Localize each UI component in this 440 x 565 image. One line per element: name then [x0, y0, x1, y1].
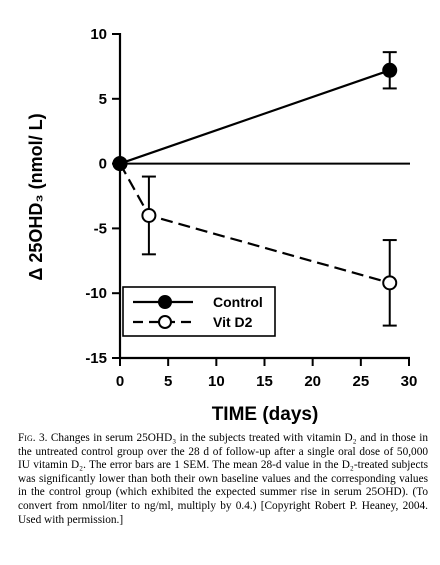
data-point: [112, 156, 128, 172]
data-point: [141, 207, 157, 223]
series-markers: [112, 156, 398, 291]
series-line: [119, 163, 391, 284]
legend-marker: [158, 295, 172, 309]
x-tick-label: 15: [256, 373, 273, 390]
y-tick-label: -10: [85, 285, 107, 302]
figure-caption: Fig. 3. Changes in serum 25OHD₃ in the s…: [18, 432, 428, 527]
x-axis-ticks: 0 5 10 15 20 25 30: [116, 358, 418, 390]
series-line: [119, 69, 391, 165]
y-tick-label: 10: [90, 26, 107, 43]
x-tick-label: 20: [304, 373, 321, 390]
x-axis-title: TIME (days): [212, 404, 319, 425]
series-layer: [112, 51, 398, 327]
x-tick-label: 25: [352, 373, 369, 390]
data-point: [382, 62, 398, 78]
legend-box: [122, 286, 276, 337]
y-tick-label: -5: [94, 220, 107, 237]
legend: Control Vit D2: [122, 286, 276, 337]
y-axis-title: Δ 25OHD₃ (nmol/ L): [26, 113, 46, 280]
series-control: [119, 51, 397, 165]
x-tick-label: 0: [116, 373, 124, 390]
legend-label: Vit D2: [213, 314, 253, 330]
y-tick-label: 0: [99, 156, 107, 173]
data-point: [382, 275, 398, 291]
y-tick-label: 5: [99, 91, 107, 108]
series-markers: [112, 62, 398, 172]
x-tick-label: 30: [401, 373, 418, 390]
x-tick-label: 5: [164, 373, 172, 390]
axes: [118, 33, 410, 360]
legend-label: Control: [213, 294, 263, 310]
caption-label: Fig. 3.: [18, 432, 48, 444]
y-tick-label: -15: [85, 350, 107, 367]
y-axis-ticks: 10 5 0 -5 -10 -15: [85, 26, 120, 367]
x-tick-label: 10: [208, 373, 225, 390]
legend-marker: [158, 315, 172, 329]
caption-text: Changes in serum 25OHD₃ in the subjects …: [18, 432, 428, 526]
